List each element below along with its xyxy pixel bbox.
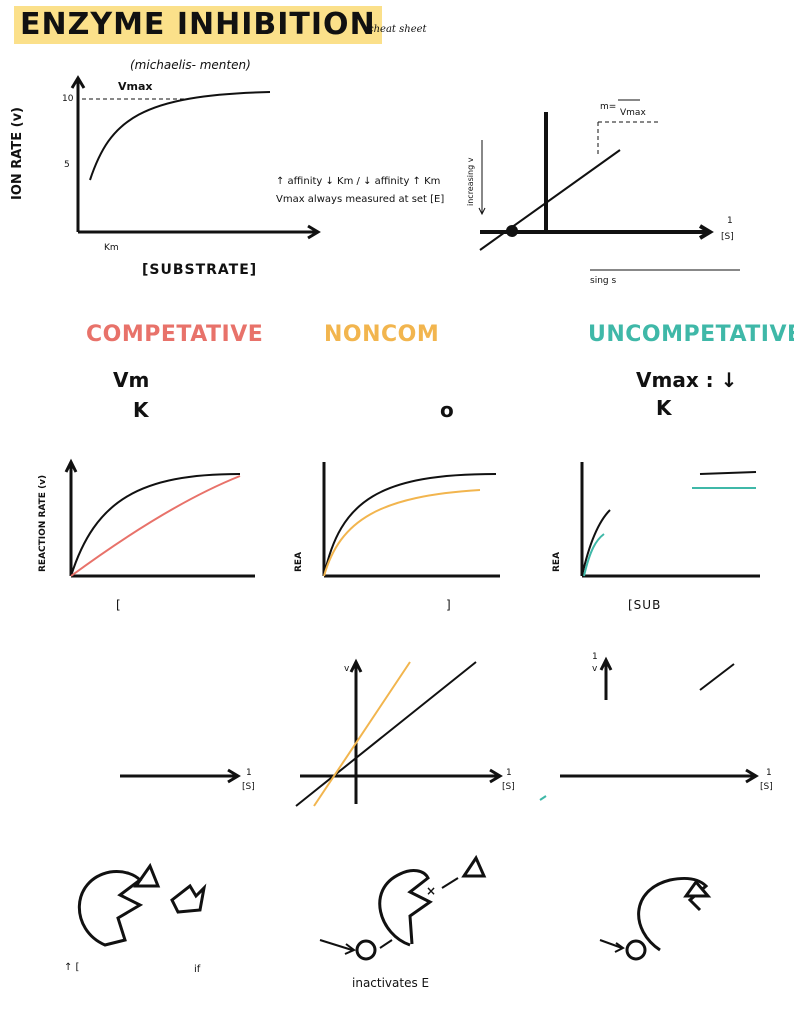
mm-x-arrow xyxy=(307,224,321,240)
lb-slope-label: m= xyxy=(600,102,617,112)
comp-curve-inhibited xyxy=(70,475,241,577)
lb-s-label: sing s xyxy=(590,276,617,286)
lb-arrow-head xyxy=(478,207,486,216)
lb-vmax-label: Vmax xyxy=(620,108,646,118)
lb-x-arrow xyxy=(698,224,714,240)
noncomp-curve-inhibited xyxy=(323,489,481,577)
rate-y-axis-label: REACTION RATE (v) xyxy=(38,474,48,572)
rate-plot-competitive xyxy=(64,458,255,578)
rate-y-axis-label-3: REA xyxy=(552,551,562,572)
mechanism-noncompetitive xyxy=(319,854,487,961)
noncomp-curve-normal xyxy=(323,473,497,577)
substrate-triangle-uncomp xyxy=(683,879,712,898)
uncomp-km-effect: K xyxy=(656,396,672,420)
uncomp-curve-inhibited xyxy=(583,533,605,577)
page-title: ENZYME INHIBITION xyxy=(14,6,382,44)
comp-km-effect: K xyxy=(133,398,149,422)
enzyme-shape-comp xyxy=(77,870,144,947)
mm-tick-10: 10 xyxy=(62,94,74,104)
mm-plot-title: (michaelis- menten) xyxy=(130,58,251,72)
lb-uncompetitive xyxy=(539,656,759,801)
lb3-y-den: v xyxy=(592,664,598,674)
inhibitor-circle-noncomp xyxy=(355,939,377,961)
noncomp-lb-normal xyxy=(295,661,477,807)
heading-noncompetitive: NONCOM xyxy=(324,322,440,347)
lb3-x-den: [S] xyxy=(760,782,773,792)
noncomp-lb-inhibited xyxy=(313,661,411,807)
inhibitor-circle-uncomp xyxy=(625,939,647,961)
uncomp-curve-normal xyxy=(581,509,611,577)
rate-x-label-left: [ xyxy=(116,598,121,612)
comp-caption-end: if xyxy=(194,964,201,975)
mm-curve xyxy=(89,91,271,181)
heading-uncompetitive: UNCOMPETATIVE xyxy=(588,322,794,347)
lb-line xyxy=(479,149,621,251)
comp-vmax-effect: Vm xyxy=(113,368,150,392)
affinity-note: ↑ affinity ↓ Km / ↓ affinity ↑ Km xyxy=(276,176,441,187)
uncomp-vmax-effect: Vmax : ↓ xyxy=(636,368,738,392)
substrate-triangle-noncomp xyxy=(461,854,487,878)
inhibitor-shape-comp xyxy=(170,883,207,914)
heading-competitive: COMPETATIVE xyxy=(86,322,264,347)
rate-x-label-right: [SUB xyxy=(628,598,662,612)
rate-plot-noncompetitive xyxy=(322,462,500,578)
lb-noncompetitive xyxy=(295,658,503,807)
lb3-y-num: 1 xyxy=(592,652,598,662)
noncomp-km-effect: o xyxy=(440,398,454,422)
mm-x-axis-label: [SUBSTRATE] xyxy=(142,262,258,278)
rate-plot-uncompetitive xyxy=(580,462,760,578)
enzyme-shape-noncomp xyxy=(378,869,433,947)
mm-km-label: Km xyxy=(104,243,119,253)
lb-competitive xyxy=(120,768,241,784)
lb1-x-num: 1 xyxy=(246,768,252,778)
mm-vmax-label: Vmax xyxy=(118,80,153,93)
page-subtitle: cheat sheet xyxy=(368,24,427,35)
mm-y-arrow xyxy=(70,75,86,89)
lb3-x-num: 1 xyxy=(766,768,772,778)
enzyme-shape-uncomp xyxy=(637,876,709,952)
vmax-note: Vmax always measured at set [E] xyxy=(276,194,445,205)
lb2-x-num: 1 xyxy=(506,768,512,778)
mechanism-competitive xyxy=(77,862,207,947)
lb-y-axis-label: increasing v xyxy=(466,157,475,206)
lb-intercept-dot xyxy=(506,225,518,237)
comp-curve-normal xyxy=(70,473,241,577)
lb1-x-den: [S] xyxy=(242,782,255,792)
lb-x-axis-num: 1 xyxy=(727,216,733,226)
lb2-y-label: v xyxy=(344,664,350,674)
substrate-triangle-comp xyxy=(133,862,161,888)
noncomp-x-mark: × xyxy=(426,884,437,898)
mm-tick-5: 5 xyxy=(64,160,70,170)
rate-y-axis-label-2: REA xyxy=(294,551,304,572)
mechanism-uncompetitive xyxy=(599,876,712,961)
lb-x-axis-den: [S] xyxy=(721,232,734,242)
lb-plot xyxy=(478,99,740,271)
lb2-x-den: [S] xyxy=(502,782,515,792)
rate-x-label-mid: ] xyxy=(446,598,451,612)
noncomp-caption: inactivates E xyxy=(352,976,430,990)
mm-plot xyxy=(70,75,321,240)
comp-caption: ↑ [ xyxy=(64,962,80,973)
